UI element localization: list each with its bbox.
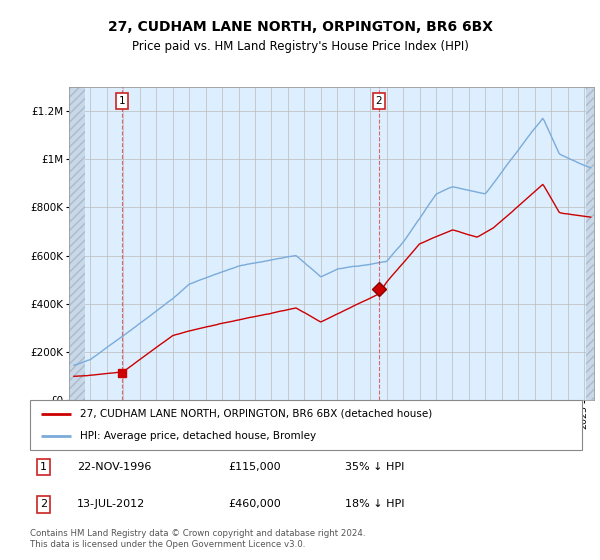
FancyBboxPatch shape bbox=[30, 400, 582, 450]
Text: Contains HM Land Registry data © Crown copyright and database right 2024.
This d: Contains HM Land Registry data © Crown c… bbox=[30, 529, 365, 549]
Text: 27, CUDHAM LANE NORTH, ORPINGTON, BR6 6BX (detached house): 27, CUDHAM LANE NORTH, ORPINGTON, BR6 6B… bbox=[80, 409, 432, 419]
Text: 2: 2 bbox=[376, 96, 382, 106]
Text: 2: 2 bbox=[40, 500, 47, 510]
Bar bbox=[586, 87, 600, 400]
Text: £115,000: £115,000 bbox=[229, 463, 281, 472]
Text: HPI: Average price, detached house, Bromley: HPI: Average price, detached house, Brom… bbox=[80, 431, 316, 441]
Text: £460,000: £460,000 bbox=[229, 500, 281, 510]
Text: 27, CUDHAM LANE NORTH, ORPINGTON, BR6 6BX: 27, CUDHAM LANE NORTH, ORPINGTON, BR6 6B… bbox=[107, 20, 493, 34]
Text: Price paid vs. HM Land Registry's House Price Index (HPI): Price paid vs. HM Land Registry's House … bbox=[131, 40, 469, 53]
Text: 22-NOV-1996: 22-NOV-1996 bbox=[77, 463, 151, 472]
Text: 1: 1 bbox=[118, 96, 125, 106]
Text: 35% ↓ HPI: 35% ↓ HPI bbox=[344, 463, 404, 472]
Text: 1: 1 bbox=[40, 463, 47, 472]
Bar bbox=[69, 87, 85, 400]
Text: 13-JUL-2012: 13-JUL-2012 bbox=[77, 500, 145, 510]
Text: 18% ↓ HPI: 18% ↓ HPI bbox=[344, 500, 404, 510]
